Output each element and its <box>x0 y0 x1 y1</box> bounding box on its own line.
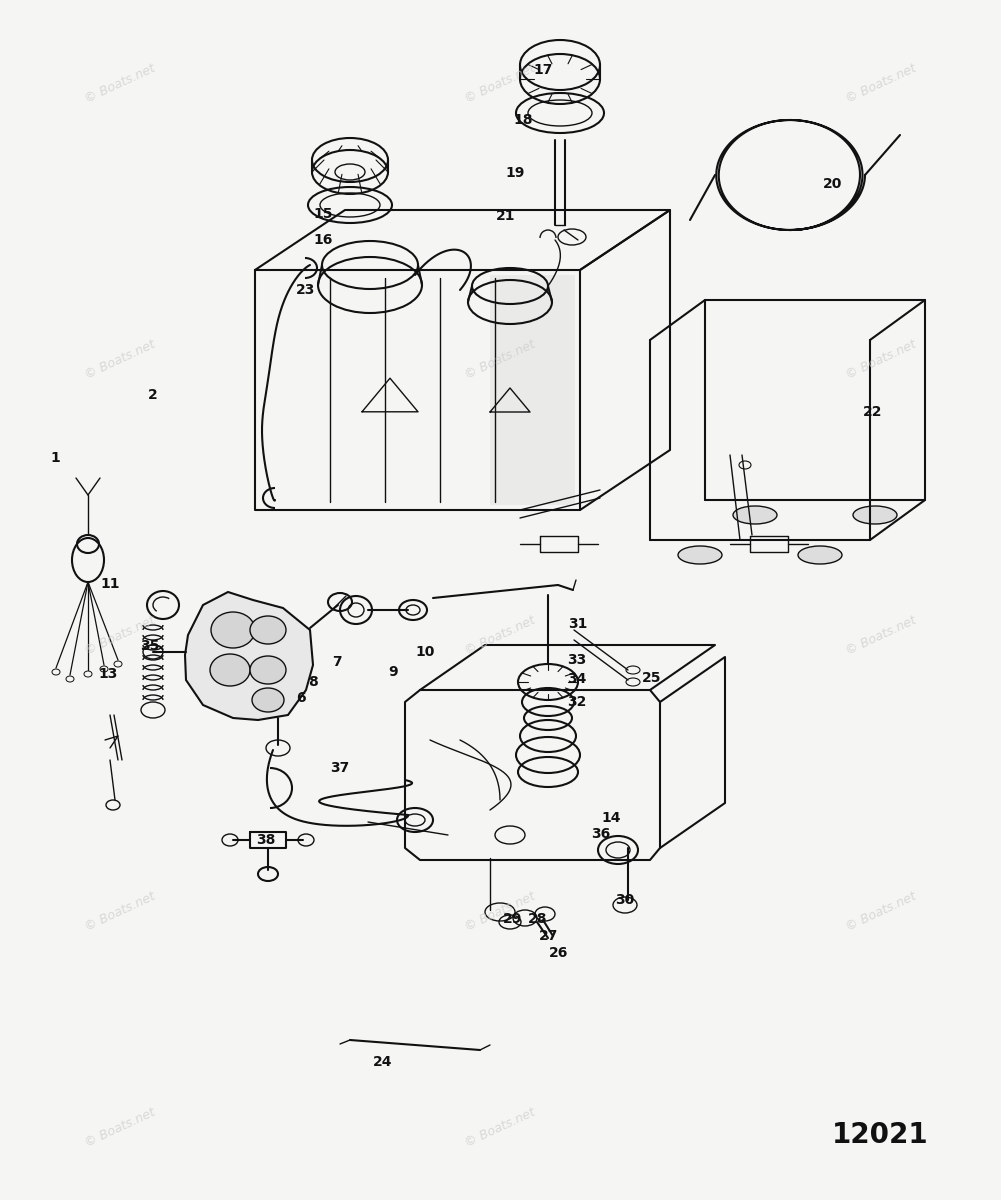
Text: 27: 27 <box>539 929 558 943</box>
Ellipse shape <box>250 656 286 684</box>
Text: 22: 22 <box>863 404 882 419</box>
Text: 20: 20 <box>823 176 842 191</box>
Text: 17: 17 <box>534 62 553 77</box>
Text: © Boats.net: © Boats.net <box>83 890 157 934</box>
Text: 18: 18 <box>514 113 533 127</box>
Ellipse shape <box>210 654 250 686</box>
Text: 23: 23 <box>296 283 315 298</box>
Ellipse shape <box>798 546 842 564</box>
Text: 29: 29 <box>503 912 522 926</box>
Text: © Boats.net: © Boats.net <box>83 614 157 658</box>
Text: © Boats.net: © Boats.net <box>83 1106 157 1150</box>
Ellipse shape <box>853 506 897 524</box>
Text: 30: 30 <box>616 893 635 907</box>
Text: 37: 37 <box>330 761 349 775</box>
Text: © Boats.net: © Boats.net <box>463 338 538 382</box>
Text: © Boats.net: © Boats.net <box>463 890 538 934</box>
Text: 11: 11 <box>100 577 119 592</box>
Text: 26: 26 <box>549 946 568 960</box>
Text: 34: 34 <box>568 672 587 686</box>
Text: © Boats.net: © Boats.net <box>463 1106 538 1150</box>
Text: 12021: 12021 <box>832 1121 928 1150</box>
Text: 13: 13 <box>98 667 117 682</box>
Text: 35: 35 <box>140 638 159 653</box>
Text: 24: 24 <box>373 1055 392 1069</box>
Text: © Boats.net: © Boats.net <box>83 62 157 106</box>
Text: 14: 14 <box>602 811 621 826</box>
Ellipse shape <box>733 506 777 524</box>
Ellipse shape <box>252 688 284 712</box>
Text: 2: 2 <box>148 388 158 402</box>
Text: 19: 19 <box>506 166 525 180</box>
Text: 21: 21 <box>495 209 515 223</box>
Polygon shape <box>185 592 313 720</box>
Text: 6: 6 <box>296 691 306 706</box>
Text: 9: 9 <box>388 665 398 679</box>
Text: 25: 25 <box>642 671 661 685</box>
Text: © Boats.net: © Boats.net <box>844 890 918 934</box>
Text: 16: 16 <box>313 233 332 247</box>
Text: 10: 10 <box>415 644 434 659</box>
Text: 1: 1 <box>50 451 60 466</box>
Text: 15: 15 <box>313 206 332 221</box>
Polygon shape <box>490 275 575 505</box>
Text: © Boats.net: © Boats.net <box>844 62 918 106</box>
Text: 38: 38 <box>256 833 275 847</box>
Text: © Boats.net: © Boats.net <box>463 62 538 106</box>
Text: © Boats.net: © Boats.net <box>844 614 918 658</box>
Text: 32: 32 <box>568 695 587 709</box>
Text: © Boats.net: © Boats.net <box>83 338 157 382</box>
Ellipse shape <box>678 546 722 564</box>
Text: 36: 36 <box>592 827 611 841</box>
Text: 7: 7 <box>332 655 342 670</box>
Text: © Boats.net: © Boats.net <box>463 614 538 658</box>
Text: 28: 28 <box>528 912 547 926</box>
Text: 33: 33 <box>568 653 587 667</box>
Text: 8: 8 <box>308 674 318 689</box>
Text: 31: 31 <box>569 617 588 631</box>
Text: © Boats.net: © Boats.net <box>844 338 918 382</box>
Ellipse shape <box>211 612 255 648</box>
Ellipse shape <box>250 616 286 644</box>
